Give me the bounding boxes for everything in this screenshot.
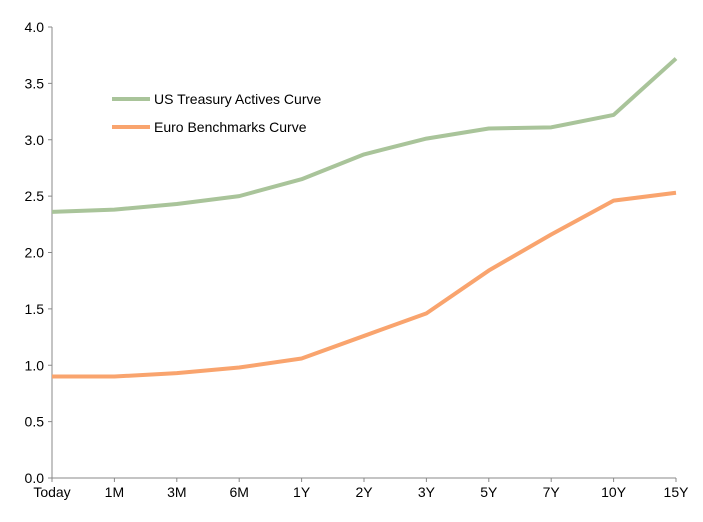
y-tick-label: 1.0 — [25, 357, 45, 373]
x-tick-label: 1M — [105, 484, 124, 500]
legend: US Treasury Actives Curve Euro Benchmarks… — [112, 91, 321, 135]
y-tick-label: 2.5 — [25, 188, 45, 204]
x-tick-label: 2Y — [355, 484, 373, 500]
x-tick-label: 3Y — [418, 484, 436, 500]
x-tick-label: 1Y — [293, 484, 311, 500]
x-tick-label: 6M — [229, 484, 248, 500]
x-tick-label: 15Y — [664, 484, 690, 500]
y-tick-label: 1.5 — [25, 301, 45, 317]
y-tick-label: 4.0 — [25, 19, 45, 35]
y-tick-label: 3.0 — [25, 132, 45, 148]
legend-label: Euro Benchmarks Curve — [154, 119, 307, 135]
y-tick-label: 3.5 — [25, 75, 45, 91]
x-tick-label: 5Y — [480, 484, 498, 500]
x-tick-label: 10Y — [601, 484, 627, 500]
x-tick-label: 3M — [167, 484, 186, 500]
series-line-us-treasury — [52, 59, 676, 212]
y-tick-label: 2.0 — [25, 245, 45, 261]
legend-label: US Treasury Actives Curve — [154, 91, 321, 107]
series-line-euro-benchmarks — [52, 193, 676, 377]
y-tick-label: 0.5 — [25, 414, 45, 430]
series-lines — [52, 58, 676, 376]
x-tick-label: 7Y — [543, 484, 561, 500]
x-tick-label: Today — [33, 484, 70, 500]
